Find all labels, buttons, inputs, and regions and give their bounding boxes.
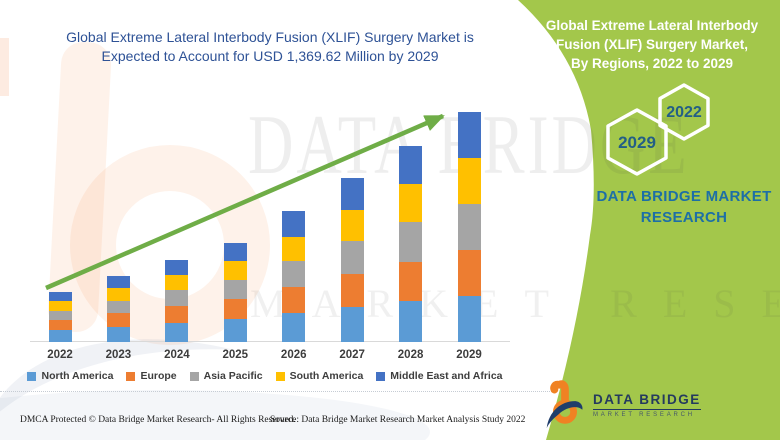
bar-segment-north-america: [399, 301, 423, 342]
right-panel-title: Global Extreme Lateral Interbody Fusion …: [530, 16, 774, 73]
chart-legend: North America Europe Asia Pacific South Ame…: [10, 370, 520, 382]
right-panel-title-line3: By Regions, 2022 to 2029: [570, 56, 734, 71]
bar-segment-europe: [165, 306, 189, 323]
x-axis-line: [30, 341, 510, 342]
logo-subtitle: MARKET RESEARCH: [593, 412, 695, 418]
logo-title: DATA BRIDGE: [593, 392, 701, 410]
right-panel-title-line2: Fusion (XLIF) Surgery Market,: [555, 37, 749, 52]
brand-text: DATA BRIDGE MARKET RESEARCH: [559, 186, 780, 228]
year-label-2026: 2026: [280, 349, 307, 361]
company-logo: DATA BRIDGE MARKET RESEARCH: [545, 380, 701, 430]
bar-segment-europe: [282, 286, 306, 314]
bar-segment-north-america: [106, 326, 130, 342]
legend-item-middle-east-and-africa: Middle East and Africa: [376, 370, 503, 382]
bar-segment-north-america: [457, 296, 481, 342]
bar-segment-asia-pacific: [457, 203, 481, 250]
bar-segment-europe: [457, 249, 481, 297]
legend-item-europe: Europe: [126, 370, 177, 382]
chart-title: Global Extreme Lateral Interbody Fusion …: [20, 28, 520, 66]
year-label-2022: 2022: [47, 349, 73, 361]
bar-segment-asia-pacific: [48, 310, 72, 321]
year-label-2028: 2028: [397, 349, 424, 361]
bar-segment-asia-pacific: [106, 300, 130, 314]
legend-marker-asia-pacific: [189, 371, 199, 381]
legend-label-asia-pacific: Asia Pacific: [203, 370, 263, 382]
bar-segment-south-america: [457, 157, 481, 204]
bar-segment-middle-east-and-africa: [48, 292, 72, 302]
bar-segment-middle-east-and-africa: [457, 112, 481, 158]
logo-b-icon: [546, 380, 583, 429]
legend-marker-middle-east-and-africa: [376, 371, 386, 381]
legend-label-north-america: North America: [41, 370, 114, 382]
legend-label-middle-east-and-africa: Middle East and Africa: [390, 370, 503, 382]
chart-title-line2: Expected to Account for USD 1,369.62 Mil…: [101, 48, 439, 64]
watermark-swoosh: [0, 339, 235, 412]
brand-text-line2: RESEARCH: [640, 209, 728, 226]
legend-item-north-america: North America: [27, 370, 113, 382]
bar-segment-south-america: [106, 288, 130, 301]
bar-segment-asia-pacific: [165, 290, 189, 307]
year-label-2024: 2024: [164, 349, 190, 361]
year-label-2023: 2023: [105, 349, 132, 361]
source-text: Source: Data Bridge Market Research Mark…: [270, 415, 526, 425]
legend-marker-south-america: [275, 371, 285, 381]
bar-segment-north-america: [223, 319, 247, 342]
brand-text-line1: DATA BRIDGE MARKET: [596, 188, 772, 205]
right-panel-title-line1: Global Extreme Lateral Interbody: [545, 18, 759, 33]
dmca-text: DMCA Protected © Data Bridge Market Rese…: [20, 415, 296, 425]
year-label-2029: 2029: [456, 349, 482, 361]
green-panel-shape: [518, 0, 780, 440]
year-label-2025: 2025: [222, 349, 249, 361]
bar-segment-north-america: [165, 322, 189, 342]
legend-item-asia-pacific: Asia Pacific: [189, 370, 263, 382]
bar-segment-north-america: [282, 313, 306, 342]
bar-segment-europe: [48, 320, 72, 331]
bar-segment-europe: [223, 299, 247, 320]
bar-segment-north-america: [48, 330, 72, 342]
legend-label-south-america: South America: [289, 370, 364, 382]
bar-2029: [457, 112, 481, 342]
watermark-edge-sliver: [0, 38, 9, 96]
legend-marker-europe: [126, 371, 136, 381]
logo-text: DATA BRIDGE MARKET RESEARCH: [593, 392, 701, 418]
watermark-swoosh-band: [0, 390, 430, 440]
bar-segment-north-america: [340, 306, 364, 342]
legend-label-europe: Europe: [140, 370, 177, 382]
footer-divider: [0, 391, 552, 392]
bar-segment-europe: [106, 313, 130, 327]
bar-2022: [48, 292, 72, 342]
legend-item-south-america: South America: [275, 370, 364, 382]
legend-marker-north-america: [27, 371, 37, 381]
bar-segment-south-america: [48, 301, 72, 311]
chart-title-line1: Global Extreme Lateral Interbody Fusion …: [66, 29, 474, 45]
year-label-2027: 2027: [339, 349, 365, 361]
